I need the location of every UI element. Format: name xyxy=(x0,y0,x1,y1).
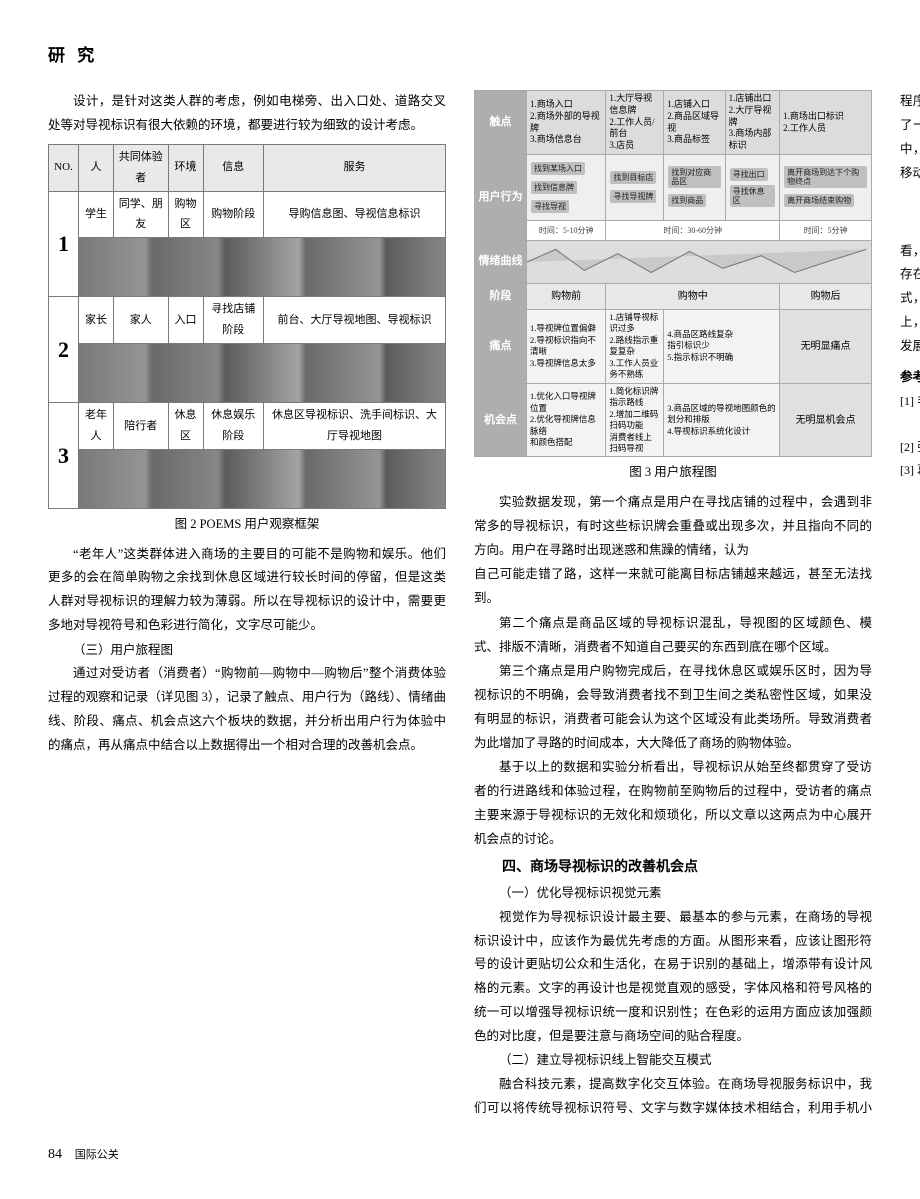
heading-section-4: 四、商场导视标识的改善机会点 xyxy=(474,855,872,882)
emotion-curve-svg xyxy=(527,241,871,283)
fig1-r1-c1: 同学、朋友 xyxy=(114,191,169,238)
fig2-pain-3: 无明显痛点 xyxy=(780,309,872,383)
p-right-7: 通过以服务设计理论为基础的对商场导视标识问题的调研和分析来看，虽然目前我国的商场… xyxy=(900,216,920,359)
fig2-flow-3: 寻找出口 寻找休息区 xyxy=(725,154,780,220)
fig1-r3-c1: 陪行者 xyxy=(114,403,169,450)
fig1-h-info: 信息 xyxy=(203,144,264,191)
fig2-flow-1: 找到目标店 寻找导视牌 xyxy=(606,154,664,220)
fig2-touch-0: 1.商场入口2.商场外部的导视牌3.商场信息台 xyxy=(527,91,606,154)
article-columns: 设计，是针对这类人群的考虑，例如电梯旁、出入口处、道路交叉处等对导视标识有很大依… xyxy=(48,90,872,1130)
fig1-caption: 图 2 POEMS 用户观察框架 xyxy=(48,513,446,537)
fig2-emotion-curve xyxy=(527,240,872,283)
fig1-r3-num: 3 xyxy=(49,403,79,509)
fig2-opp-2: 3.商品区域的导视地图颜色的划分和排版4.导视标识系统化设计 xyxy=(664,383,780,457)
fig2-lab-behavior: 用户行为 xyxy=(475,154,527,240)
p-right-4: 基于以上的数据和实验分析看出，导视标识从始至终都贯穿了受访者的行进路线和体验过程… xyxy=(474,756,872,851)
fig2-time-0: 时间：5-10分钟 xyxy=(527,220,606,240)
fig1-r1-c4: 导购信息图、导视信息标识 xyxy=(264,191,446,238)
fig1-r3-c3: 休息娱乐阶段 xyxy=(203,403,264,450)
fig2-lab-pain: 痛点 xyxy=(475,309,527,383)
fig2-touch-3: 1.店铺出口2.大厅导视牌3.商场内部标识 xyxy=(725,91,780,154)
fig2-touch-1: 1.大厅导视信息牌2.工作人员/前台3.店员 xyxy=(606,91,664,154)
p-right-3: 第三个痛点是用户购物完成后，在寻找休息区或娱乐区时，因为导视标识的不明确，会导致… xyxy=(474,660,872,755)
p-left-3: 通过对受访者（消费者）“购物前—购物中—购物后”整个消费体验过程的观察和记录（详… xyxy=(48,662,446,757)
reference-item: [3] 葛一汉.导视设计的交互未来 [J].建筑与文化,2021(07):213… xyxy=(900,459,920,482)
fig2-flow-0: 找到某场入口 找到信息牌 寻找导视 xyxy=(527,154,606,220)
journal-name: 国际公关 xyxy=(75,1149,119,1161)
fig2-opp-1: 1.简化标识牌指示路线2.增加二维码扫码功能消费者线上扫码导视 xyxy=(606,383,664,457)
fig1-r3-c2: 休息区 xyxy=(168,403,203,450)
fig2-lab-opp: 机会点 xyxy=(475,383,527,457)
fig2-lab-phase: 阶段 xyxy=(475,283,527,309)
fig1-r3-c0: 老年人 xyxy=(79,403,114,450)
fig1-r2-c0: 家长 xyxy=(79,297,114,344)
fig1-r2-c1: 家人 xyxy=(114,297,169,344)
fig2-lab-touch: 触点 xyxy=(475,91,527,154)
reference-item: [2] 张蔓.现代购物中心导视系统改良设计研究 [D].南京: 东南大学,201… xyxy=(900,436,920,459)
fig1-h-env: 环境 xyxy=(168,144,203,191)
fig1-h-person: 人 xyxy=(79,144,114,191)
fig2-pain-1: 1.店铺导视标识过多2.路线指示重复复杂3.工作人员业务不熟练 xyxy=(606,309,664,383)
fig2-pain-0: 1.导视牌位置偏僻2.导视标识指向不清晰3.导视牌信息太多 xyxy=(527,309,606,383)
figure-journey-map: 触点 1.商场入口2.商场外部的导视牌3.商场信息台 1.大厅导视信息牌2.工作… xyxy=(474,90,872,457)
subhead-4b: （二）建立导视标识线上智能交互模式 xyxy=(474,1049,872,1073)
fig2-phase-2: 购物后 xyxy=(780,283,872,309)
subhead-3: （三）用户旅程图 xyxy=(48,639,446,663)
fig1-r2-photo xyxy=(79,344,446,403)
fig2-lab-emotion: 情绪曲线 xyxy=(475,240,527,283)
fig1-r2-c3: 寻找店铺阶段 xyxy=(203,297,264,344)
fig2-caption: 图 3 用户旅程图 xyxy=(474,461,872,485)
fig2-touch-2: 1.店铺入口2.商品区域导视3.商品标签 xyxy=(664,91,725,154)
emotion-polyline xyxy=(527,249,866,272)
fig1-r1-c0: 学生 xyxy=(79,191,114,238)
fig1-r2-c2: 入口 xyxy=(168,297,203,344)
fig1-h-co: 共同体验者 xyxy=(114,144,169,191)
flow-node: 找到信息牌 xyxy=(531,181,577,194)
p-right-2: 第二个痛点是商品区域的导视标识混乱，导视图的区域颜色、模式、排版不清晰，消费者不… xyxy=(474,612,872,660)
fig2-opp-3: 无明显机会点 xyxy=(780,383,872,457)
fig1-r1-c2: 购物区 xyxy=(168,191,203,238)
flow-node: 寻找导视 xyxy=(531,200,569,213)
flow-node: 离开商场结束购物 xyxy=(784,194,854,207)
flow-node: 找到某场入口 xyxy=(531,162,585,175)
flow-node: 找到商品 xyxy=(668,194,706,207)
fig2-time-2: 时间：5分钟 xyxy=(780,220,872,240)
p-left-1: 设计，是针对这类人群的考虑，例如电梯旁、出入口处、道路交叉处等对导视标识有很大依… xyxy=(48,90,446,138)
p-left-4: 实验数据发现，第一个痛点是用户在寻找店铺的过程中，会遇到非常多的导视标识，有时这… xyxy=(474,491,872,562)
flow-node: 找到对应商品区 xyxy=(668,166,720,188)
heading-section-5: 五、结束语 xyxy=(900,189,920,216)
fig2-flow-2: 找到对应商品区 找到商品 xyxy=(664,154,725,220)
page-footer: 84 国际公关 xyxy=(48,1142,872,1169)
fig1-h-svc: 服务 xyxy=(264,144,446,191)
figure-poems-table: NO. 人 共同体验者 环境 信息 服务 1 学生 同学、朋友 购物区 购物阶段… xyxy=(48,144,446,509)
p-right-5: 视觉作为导视标识设计最主要、最基本的参与元素，在商场的导视标识设计中，应该作为最… xyxy=(474,906,872,1049)
flow-node: 寻找休息区 xyxy=(730,185,776,207)
flow-node: 离开商场到达下个购物终点 xyxy=(784,166,867,188)
page-number: 84 xyxy=(48,1147,62,1162)
fig2-flow-4: 离开商场到达下个购物终点 离开商场结束购物 xyxy=(780,154,872,220)
fig1-r2-num: 2 xyxy=(49,297,79,403)
fig1-r1-c3: 购物阶段 xyxy=(203,191,264,238)
flow-node: 找到目标店 xyxy=(610,171,656,184)
reference-item: [1] 毛毅静.什么是视觉文化?: 主要概念阐析 [J].苏州工艺美术职业技术学… xyxy=(900,390,920,436)
fig2-phase-0: 购物前 xyxy=(527,283,606,309)
section-category: 研 究 xyxy=(48,40,872,72)
fig1-r3-photo xyxy=(79,449,446,508)
fig2-pain-2: 4.商品区路线复杂指引标识少5.指示标识不明确 xyxy=(664,309,780,383)
fig2-time-1: 时间：30-60分钟 xyxy=(606,220,780,240)
fig1-h-no: NO. xyxy=(49,144,79,191)
flow-node: 寻找出口 xyxy=(730,168,768,181)
flow-node: 寻找导视牌 xyxy=(610,190,656,203)
p-right-1: 自己可能走错了路，这样一来就可能离目标店铺越来越远，甚至无法找到。 xyxy=(474,563,872,611)
p-left-2: “老年人”这类群体进入商场的主要目的可能不是购物和娱乐。他们更多的会在简单购物之… xyxy=(48,543,446,638)
fig2-touch-4: 1.商场出口标识2.工作人员 xyxy=(780,91,872,154)
fig2-opp-0: 1.优化入口导视牌位置2.优化导视牌信息脉络和颜色搭配 xyxy=(527,383,606,457)
fig2-phase-1: 购物中 xyxy=(606,283,780,309)
fig1-r2-c4: 前台、大厅导视地图、导视标识 xyxy=(264,297,446,344)
references-title: 参考文献： xyxy=(900,366,920,390)
fig1-r1-photo xyxy=(79,238,446,297)
subhead-4a: （一）优化导视标识视觉元素 xyxy=(474,882,872,906)
fig1-r1-num: 1 xyxy=(49,191,79,297)
fig1-r3-c4: 休息区导视标识、洗手间标识、大厅导视地图 xyxy=(264,403,446,450)
